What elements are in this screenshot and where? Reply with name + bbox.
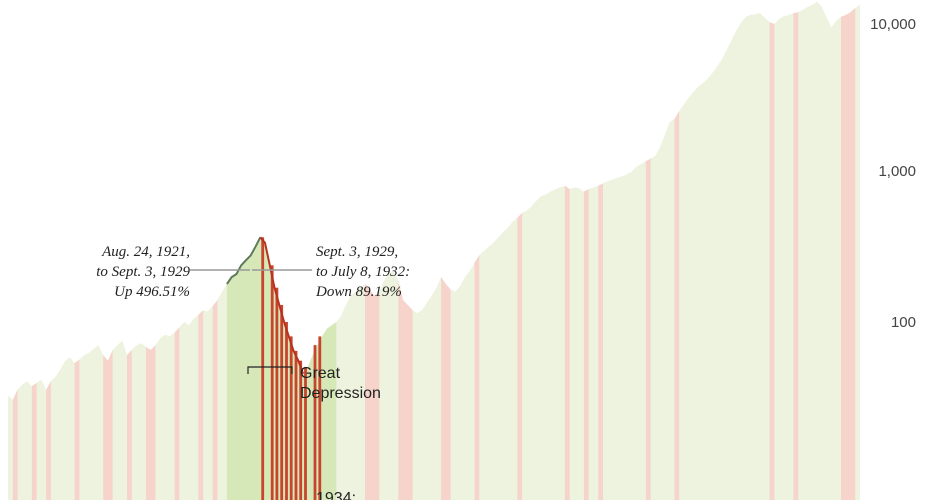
annotation-bull-line-1: Aug. 24, 1921, xyxy=(101,244,190,260)
bear-market-band xyxy=(598,1,603,500)
bear-market-band xyxy=(441,1,451,500)
y-axis: 10,000 1,000 100 xyxy=(870,16,916,331)
crash-band xyxy=(313,345,317,500)
bear-market-band xyxy=(645,1,651,500)
bear-market-band xyxy=(674,1,680,500)
annotation-bull-line-2: to Sept. 3, 1929 xyxy=(96,264,190,280)
bear-market-band xyxy=(31,1,37,500)
annotation-bull-line-3: Up 496.51% xyxy=(114,284,190,300)
annotations: Aug. 24, 1921, to Sept. 3, 1929 Up 496.5… xyxy=(96,244,410,500)
bear-market-band xyxy=(212,1,218,500)
bear-market-band xyxy=(12,1,18,500)
crash-band xyxy=(275,287,279,500)
bear-market-band xyxy=(198,1,204,500)
bear-market-band xyxy=(769,1,775,500)
annotation-1934: 1934: xyxy=(316,490,356,500)
depression-bracket xyxy=(247,366,293,374)
crash-band xyxy=(270,265,274,500)
highlight-line-layer xyxy=(226,236,305,375)
bear-market-band xyxy=(517,1,523,500)
crash-band xyxy=(304,366,307,500)
bear-market-band xyxy=(841,1,856,500)
bear-market-band xyxy=(74,1,80,500)
crash-band xyxy=(261,237,265,500)
crash-band xyxy=(294,350,298,500)
bull-market-line xyxy=(226,236,262,285)
crash-line xyxy=(259,236,305,375)
y-tick-label-100: 100 xyxy=(891,314,916,331)
bear-market-band xyxy=(46,1,51,500)
crash-band xyxy=(285,322,288,500)
y-tick-label-10000: 10,000 xyxy=(870,16,916,33)
bear-market-band xyxy=(583,1,589,500)
bear-market-band xyxy=(793,1,799,500)
annotation-crash-line-2: to July 8, 1932: xyxy=(316,264,410,280)
annotation-great-depression-line-1: Great xyxy=(300,365,341,382)
annotation-crash-line-1: Sept. 3, 1929, xyxy=(316,244,398,260)
crash-band xyxy=(299,360,303,500)
crash-band xyxy=(280,305,284,500)
bear-market-band xyxy=(474,1,480,500)
bear-market-band xyxy=(564,1,570,500)
crash-band xyxy=(318,336,322,500)
annotation-crash-line-3: Down 89.19% xyxy=(315,284,402,300)
annotation-great-depression-line-2: Depression xyxy=(300,385,381,402)
bear-market-band xyxy=(398,1,413,500)
crash-band xyxy=(289,336,293,500)
y-tick-label-1000: 1,000 xyxy=(878,163,916,180)
